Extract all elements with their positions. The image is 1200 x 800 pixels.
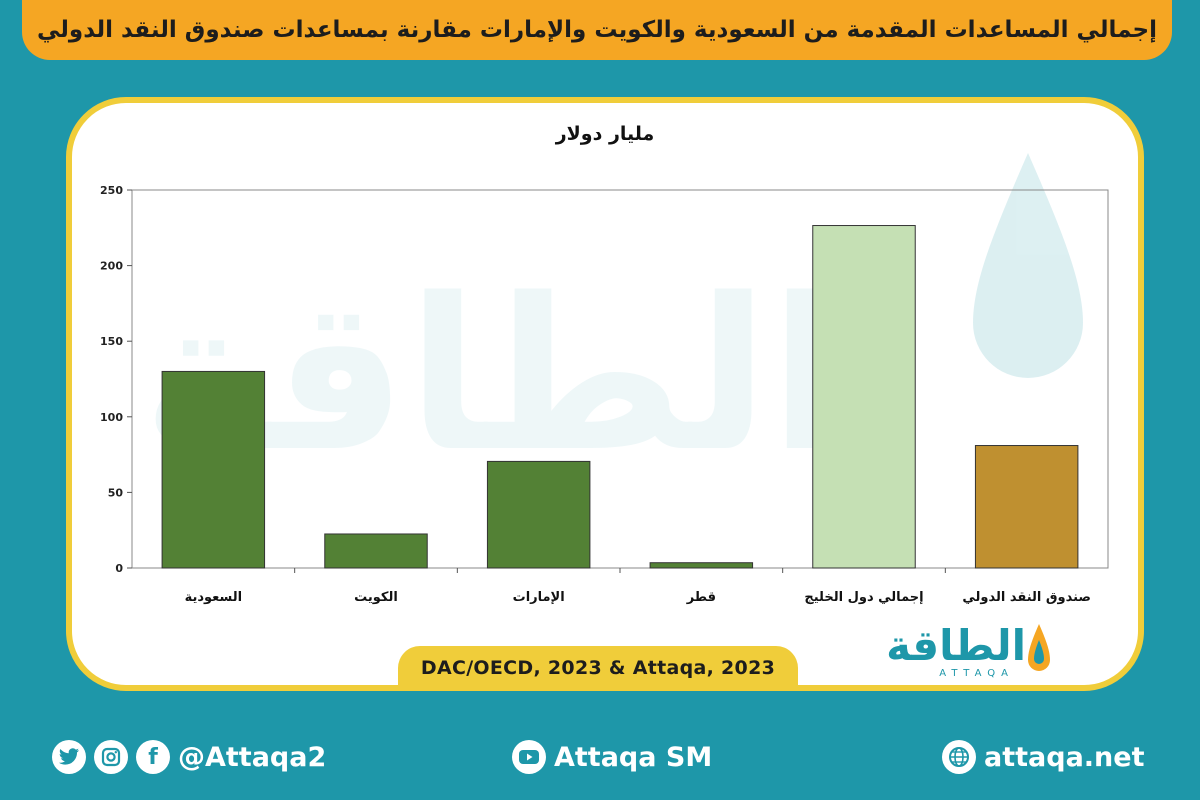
y-tick-label: 150 — [100, 335, 123, 348]
chart-card: الطاقة مليار دولار 0 50 100 150 200 250 السعود… — [66, 97, 1144, 691]
social-handle[interactable]: @Attaqa2 — [178, 741, 327, 773]
page-title: إجمالي المساعدات المقدمة من السعودية وال… — [37, 17, 1157, 43]
footer-website: attaqa.net — [942, 732, 1145, 782]
title-banner: إجمالي المساعدات المقدمة من السعودية وال… — [22, 0, 1172, 60]
drop-watermark-icon — [973, 153, 1083, 378]
youtube-icon[interactable] — [512, 740, 546, 774]
x-tick-label: الإمارات — [513, 590, 565, 605]
twitter-icon[interactable] — [52, 740, 86, 774]
attaqa-logo: الطاقة ATTAQA — [880, 622, 1050, 686]
footer-youtube: Attaqa SM — [512, 732, 712, 782]
x-tick-label: صندوق النقد الدولي — [962, 590, 1091, 605]
bar-chart: 0 50 100 150 200 250 السعودية الكويت الإمارات قطر… — [100, 184, 1109, 605]
y-tick-label: 200 — [100, 260, 123, 273]
y-tick-label: 250 — [100, 184, 123, 197]
logo-arabic-text: الطاقة — [886, 621, 1026, 670]
x-tick-label: إجمالي دول الخليج — [804, 590, 923, 605]
bar — [324, 533, 428, 569]
website-url[interactable]: attaqa.net — [984, 741, 1145, 773]
bar — [649, 562, 754, 569]
bar — [486, 460, 591, 569]
x-tick-label: الكويت — [354, 590, 398, 605]
y-tick-label: 100 — [100, 411, 123, 424]
footer-social: f @Attaqa2 — [52, 732, 326, 782]
globe-icon[interactable] — [942, 740, 976, 774]
source-label: DAC/OECD, 2023 & Attaqa, 2023 — [398, 646, 798, 690]
bar — [161, 370, 266, 569]
logo-drop-icon — [1028, 624, 1050, 671]
youtube-channel[interactable]: Attaqa SM — [554, 741, 713, 773]
x-tick-label: قطر — [686, 590, 716, 605]
y-tick-label: 50 — [108, 486, 124, 499]
bar — [812, 225, 916, 569]
bar — [974, 445, 1079, 569]
chart-unit-title: مليار دولار — [555, 123, 655, 145]
instagram-icon[interactable] — [94, 740, 128, 774]
logo-english-text: ATTAQA — [939, 668, 1014, 679]
source-text: DAC/OECD, 2023 & Attaqa, 2023 — [420, 657, 776, 679]
plot-area — [131, 189, 1109, 569]
x-tick-label: السعودية — [185, 590, 243, 605]
facebook-icon[interactable]: f — [136, 740, 170, 774]
y-tick-label: 0 — [115, 562, 123, 575]
